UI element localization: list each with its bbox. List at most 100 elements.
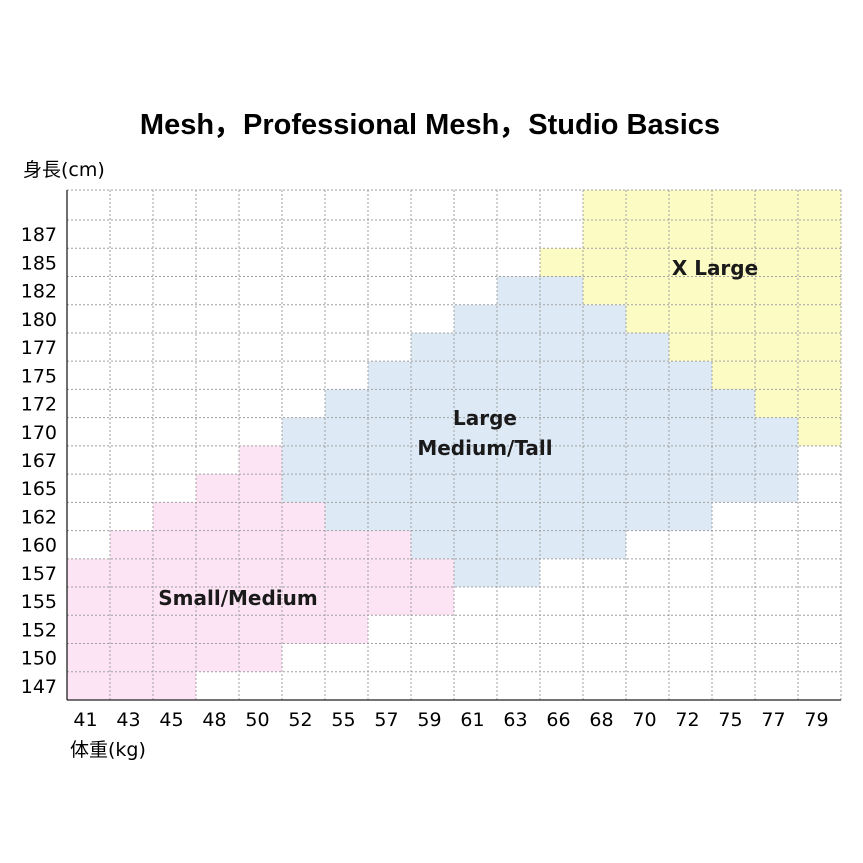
cell-187-45	[153, 220, 196, 249]
cell-175-75	[712, 361, 755, 390]
zone-label-small-medium: Small/Medium	[158, 586, 317, 610]
cell-177-72	[669, 332, 712, 362]
cell-165-48	[196, 474, 239, 503]
cell-177-48	[196, 332, 239, 362]
cell-185-45	[153, 248, 196, 277]
cell-155-68	[583, 587, 626, 616]
cell-177-59	[411, 332, 454, 362]
cell-162-63	[497, 502, 540, 531]
cell-187-41	[67, 220, 110, 249]
cell-162-48	[196, 502, 239, 531]
cell-160-57	[368, 530, 411, 559]
cell-147-50	[239, 671, 282, 700]
x-tick-label: 57	[374, 709, 398, 731]
cell-167-75	[712, 445, 755, 475]
y-tick-label: 182	[21, 281, 57, 303]
cell-header-52	[282, 190, 325, 220]
cell-header-41	[67, 190, 110, 220]
cell-172-52	[282, 389, 325, 418]
cell-157-70	[626, 558, 669, 588]
cell-150-75	[712, 643, 755, 672]
cell-175-50	[239, 361, 282, 390]
cell-147-48	[196, 671, 239, 700]
zone-label-x-large: X Large	[672, 256, 758, 280]
cell-187-63	[497, 220, 540, 249]
cell-155-63	[497, 587, 540, 616]
x-tick-label: 79	[804, 709, 828, 731]
x-tick-label: 50	[245, 709, 269, 731]
cell-150-61	[454, 643, 497, 672]
cell-175-48	[196, 361, 239, 390]
cell-180-70	[626, 304, 669, 333]
cell-177-79	[798, 332, 841, 362]
y-tick-label: 157	[21, 563, 57, 585]
cell-172-43	[110, 389, 153, 418]
x-tick-labels: 41 43 45 48 50 52 55 57 59 61 63 66 68 70 72 75 77 79	[73, 709, 828, 731]
cell-157-75	[712, 558, 755, 588]
cell-175-66	[540, 361, 583, 390]
cell-155-41	[67, 587, 110, 616]
cell-175-57	[368, 361, 411, 390]
cell-155-75	[712, 587, 755, 616]
cell-160-45	[153, 530, 196, 559]
cell-170-59	[411, 417, 454, 446]
cell-187-50	[239, 220, 282, 249]
cell-162-41	[67, 502, 110, 531]
cell-header-57	[368, 190, 411, 220]
cell-header-72	[669, 190, 712, 220]
cell-header-50	[239, 190, 282, 220]
cell-167-48	[196, 445, 239, 475]
cell-150-55	[325, 643, 368, 672]
cell-147-63	[497, 671, 540, 700]
cell-170-72	[669, 417, 712, 446]
cell-147-41	[67, 671, 110, 700]
cell-182-61	[454, 276, 497, 305]
x-tick-label: 48	[202, 709, 226, 731]
cell-177-70	[626, 332, 669, 362]
cell-170-41	[67, 417, 110, 446]
cell-175-61	[454, 361, 497, 390]
cell-170-52	[282, 417, 325, 446]
cell-180-66	[540, 304, 583, 333]
cell-160-79	[798, 530, 841, 559]
cell-182-52	[282, 276, 325, 305]
cell-147-70	[626, 671, 669, 700]
cell-182-59	[411, 276, 454, 305]
cell-170-57	[368, 417, 411, 446]
cell-175-41	[67, 361, 110, 390]
cell-167-79	[798, 445, 841, 475]
cell-162-59	[411, 502, 454, 531]
x-tick-label: 52	[288, 709, 312, 731]
cell-147-66	[540, 671, 583, 700]
cell-155-61	[454, 587, 497, 616]
cell-152-79	[798, 615, 841, 644]
y-tick-label: 152	[21, 619, 57, 641]
cell-147-57	[368, 671, 411, 700]
cell-177-52	[282, 332, 325, 362]
cell-header-45	[153, 190, 196, 220]
cell-header-63	[497, 190, 540, 220]
cell-182-63	[497, 276, 540, 305]
cell-165-61	[454, 474, 497, 503]
y-tick-label: 180	[21, 309, 57, 331]
cell-160-43	[110, 530, 153, 559]
cell-165-79	[798, 474, 841, 503]
cell-177-61	[454, 332, 497, 362]
x-tick-label: 45	[159, 709, 183, 731]
x-tick-label: 70	[632, 709, 656, 731]
cell-165-50	[239, 474, 282, 503]
cell-header-68	[583, 190, 626, 220]
cell-155-50	[239, 587, 282, 616]
cell-182-45	[153, 276, 196, 305]
cell-177-75	[712, 332, 755, 362]
x-tick-label: 68	[589, 709, 613, 731]
cell-177-50	[239, 332, 282, 362]
cell-180-79	[798, 304, 841, 333]
cell-167-57	[368, 445, 411, 475]
cell-167-68	[583, 445, 626, 475]
cell-157-45	[153, 558, 196, 588]
cell-150-63	[497, 643, 540, 672]
cell-162-75	[712, 502, 755, 531]
cell-147-75	[712, 671, 755, 700]
cell-150-77	[755, 643, 798, 672]
